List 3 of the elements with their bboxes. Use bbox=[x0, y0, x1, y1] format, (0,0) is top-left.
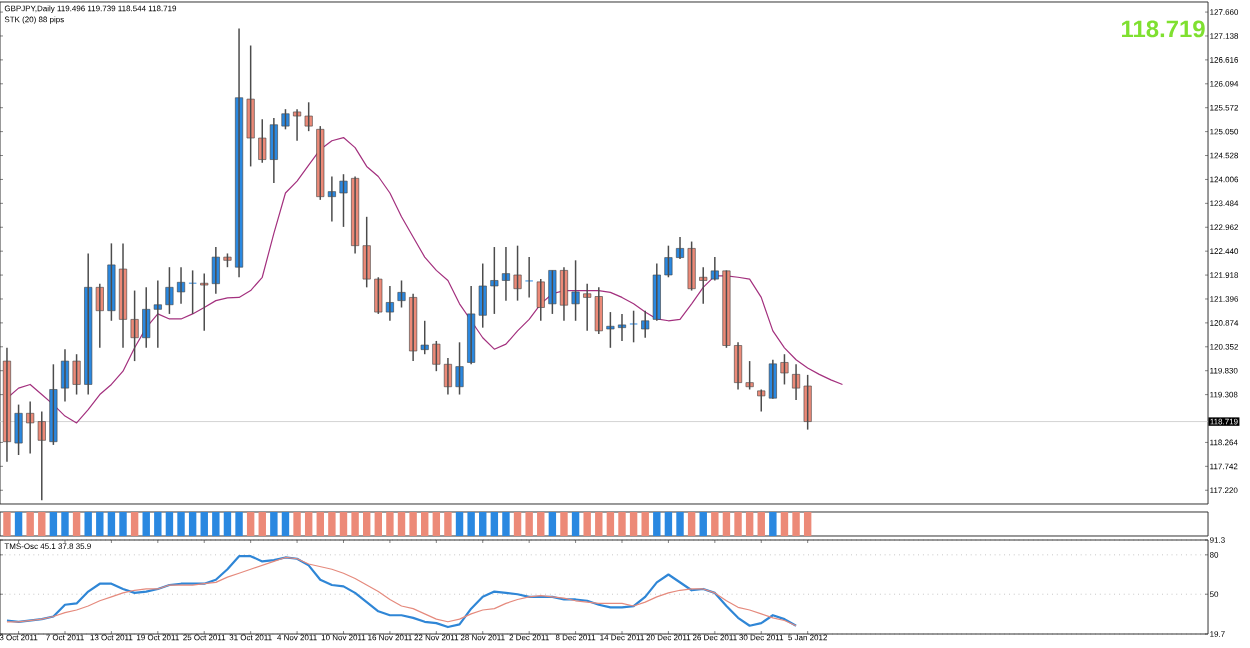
candlestick bbox=[641, 309, 650, 339]
text: 118.719 bbox=[1122, 20, 1205, 38]
candlestick bbox=[629, 309, 638, 344]
